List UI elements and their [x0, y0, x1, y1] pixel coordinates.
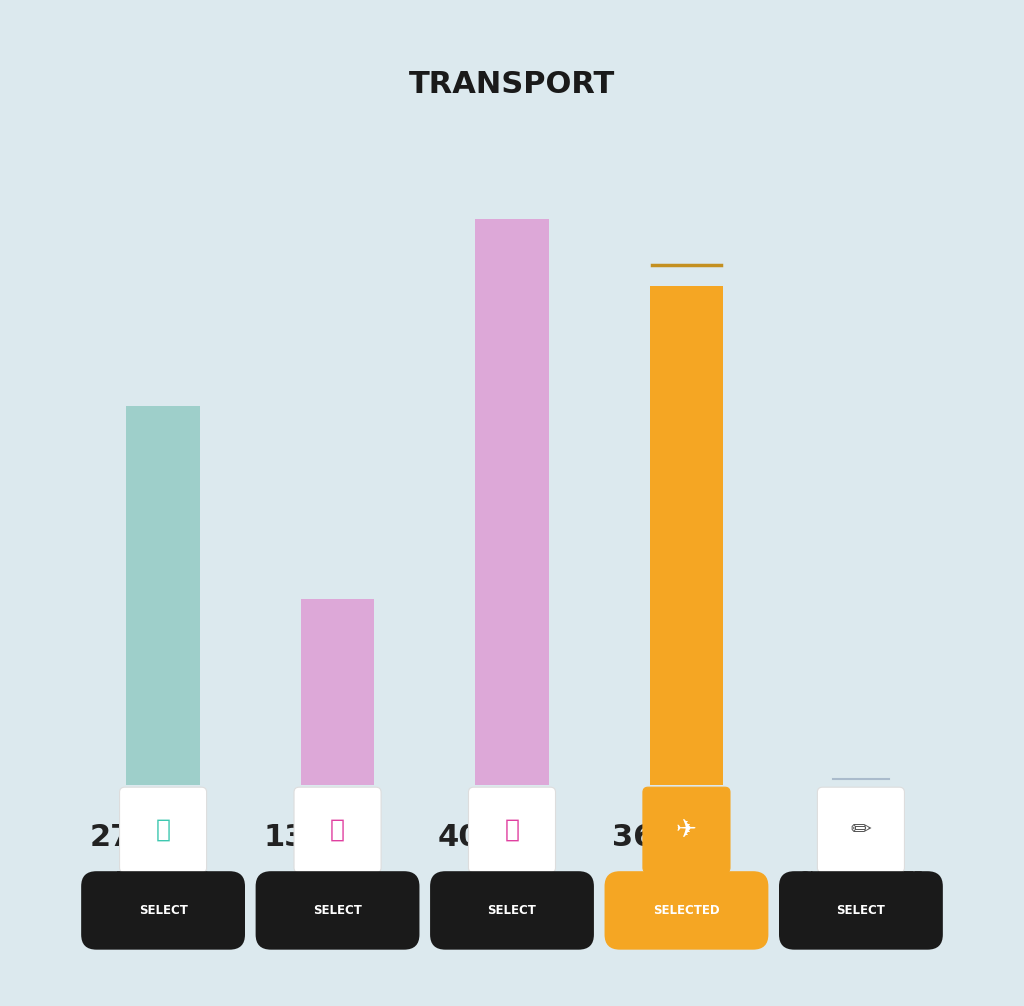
Text: TRANSPORT: TRANSPORT — [409, 70, 615, 100]
Text: 360: 360 — [612, 824, 676, 852]
Bar — [301, 599, 374, 785]
Text: 408: 408 — [438, 824, 502, 852]
Text: EL.CAR: EL.CAR — [310, 870, 365, 885]
Text: AIR: AIR — [674, 870, 699, 885]
Text: SELECTED: SELECTED — [653, 904, 720, 916]
Text: SELECT: SELECT — [837, 904, 886, 916]
Text: kg/p: kg/p — [156, 824, 202, 841]
Text: 134: 134 — [263, 824, 327, 852]
Bar — [650, 286, 723, 785]
Text: 0: 0 — [829, 824, 851, 852]
Text: 🚃: 🚃 — [156, 818, 171, 842]
Text: kg/p: kg/p — [680, 824, 725, 841]
Bar — [475, 219, 549, 785]
Text: 🚗: 🚗 — [505, 818, 519, 842]
Text: SELECT: SELECT — [138, 904, 187, 916]
Text: kg/p: kg/p — [331, 824, 376, 841]
Text: TRAIN / BUS: TRAIN / BUS — [117, 870, 209, 885]
Text: kg/p: kg/p — [505, 824, 550, 841]
Text: 🔌: 🔌 — [330, 818, 345, 842]
Text: CUSTOM ROUTE: CUSTOM ROUTE — [799, 870, 923, 885]
Text: CAR: CAR — [497, 870, 527, 885]
Text: SELECT: SELECT — [487, 904, 537, 916]
Bar — [126, 406, 200, 785]
Text: ✈: ✈ — [676, 818, 697, 842]
Text: 273: 273 — [89, 824, 153, 852]
Text: SELECT: SELECT — [313, 904, 361, 916]
Text: ✏: ✏ — [850, 818, 871, 842]
Text: kg/p: kg/p — [854, 824, 899, 841]
